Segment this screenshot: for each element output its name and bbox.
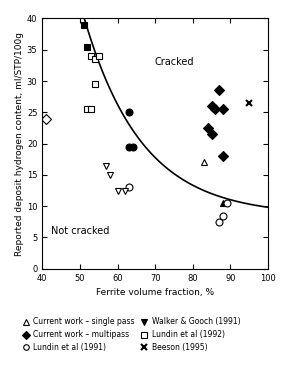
Text: Cracked: Cracked	[154, 57, 194, 67]
Legend: Current work – single pass, Current work – multipass, Lundin et al (1991), Walke: Current work – single pass, Current work…	[19, 315, 243, 354]
Text: Not cracked: Not cracked	[51, 226, 109, 236]
Y-axis label: Reported deposit hydrogen content, ml/STP/100g: Reported deposit hydrogen content, ml/ST…	[15, 32, 24, 256]
X-axis label: Ferrite volume fraction, %: Ferrite volume fraction, %	[96, 288, 214, 297]
